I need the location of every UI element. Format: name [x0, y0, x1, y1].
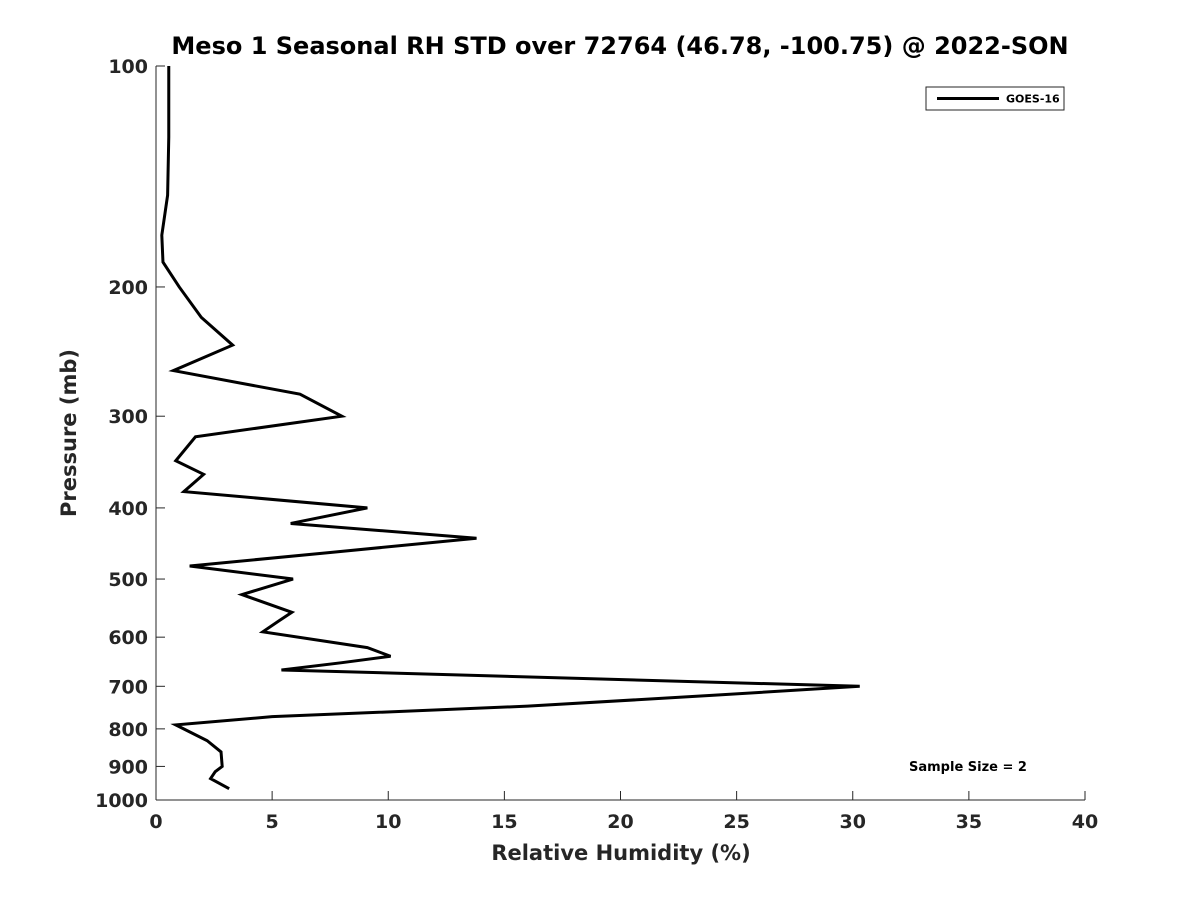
series-layer [160, 66, 860, 790]
x-axis-label: Relative Humidity (%) [491, 841, 750, 865]
x-tick-label-30: 30 [840, 811, 866, 833]
x-tick-label-10: 10 [375, 811, 401, 833]
y-tick-label-1000: 1000 [95, 790, 148, 812]
y-tick-label-100: 100 [108, 56, 148, 78]
y-axis-label: Pressure (mb) [57, 349, 81, 517]
x-tick-label-20: 20 [607, 811, 633, 833]
x-tick-label-15: 15 [491, 811, 517, 833]
y-tick-label-200: 200 [108, 277, 148, 299]
legend: GOES-16 [925, 86, 1065, 111]
y-tick-label-500: 500 [108, 569, 148, 591]
chart-title: Meso 1 Seasonal RH STD over 72764 (46.78… [171, 32, 1068, 60]
x-tick-label-0: 0 [149, 811, 162, 833]
sample-size-annotation: Sample Size = 2 [909, 760, 1027, 775]
y-tick-label-900: 900 [108, 756, 148, 778]
x-tick-label-35: 35 [956, 811, 982, 833]
legend-label-goes-16: GOES-16 [1006, 93, 1060, 106]
y-tick-label-600: 600 [108, 627, 148, 649]
y-tick-label-700: 700 [108, 676, 148, 698]
x-tick-label-5: 5 [266, 811, 279, 833]
y-tick-label-300: 300 [108, 406, 148, 428]
x-tick-label-40: 40 [1072, 811, 1098, 833]
x-tick-label-25: 25 [723, 811, 749, 833]
y-axis-ticks: 100 200 300 400 500 600 700 800 900 1000 [95, 56, 165, 812]
y-tick-label-800: 800 [108, 719, 148, 741]
axes [155, 66, 1085, 801]
series-line-1 [160, 66, 860, 790]
y-tick-label-400: 400 [108, 498, 148, 520]
x-axis-ticks: 0 5 10 15 20 25 30 35 40 [149, 791, 1098, 833]
